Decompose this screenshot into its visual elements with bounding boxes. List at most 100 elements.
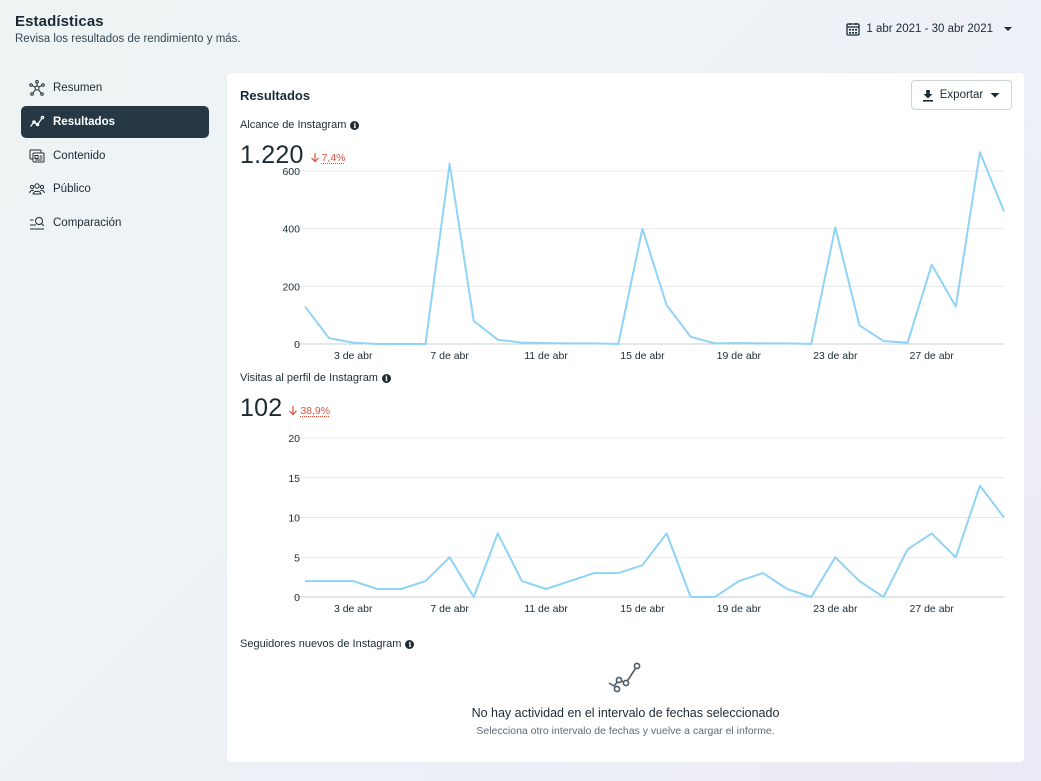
data-point[interactable] [564,575,576,587]
reach-label: Alcance de Instagram i [240,119,360,131]
card-title: Resultados [240,88,311,103]
x-tick-label: 15 de abr [620,350,665,362]
x-tick-label: 3 de abr [334,603,373,615]
data-point[interactable] [950,551,962,563]
sidebar-item-resultados[interactable]: Resultados [21,105,209,138]
data-point[interactable] [612,567,624,579]
sidebar-item-resumen[interactable]: Resumen [21,72,209,104]
data-point[interactable] [540,583,552,595]
x-tick-label: 27 de abr [910,350,955,362]
data-point[interactable] [468,591,480,603]
followers-empty-state: No hay actividad en el intervalo de fech… [227,661,1024,737]
sidebar-item-label: Contenido [53,149,106,162]
data-point[interactable] [323,575,335,587]
data-point[interactable] [902,543,914,555]
network-icon [29,80,45,96]
info-icon[interactable]: i [381,373,391,383]
sidebar-item-comparacion[interactable]: Comparación [21,207,209,239]
visits-value: 102 [240,394,283,422]
x-tick-label: 3 de abr [334,350,373,362]
page-header: Estadísticas Revisa los resultados de re… [15,13,241,45]
data-point[interactable] [516,575,528,587]
empty-chart-icon [608,662,640,693]
content-stack-icon [29,149,45,163]
caret-down-icon [1004,27,1012,31]
data-point[interactable] [974,480,986,492]
series-line[interactable] [305,484,1005,598]
data-point[interactable] [709,591,721,603]
visits-label: Visitas al perfil de Instagram i [240,372,391,384]
data-point[interactable] [781,583,793,595]
visits-change-value[interactable]: 38,9% [300,404,331,417]
info-icon[interactable]: i [350,120,360,130]
sidebar-item-label: Público [53,183,91,196]
sidebar-item-label: Resultados [53,115,115,128]
followers-label-text: Seguidores nuevos de Instagram [240,638,402,650]
arrow-down-icon [310,153,319,163]
y-tick-label: 600 [282,166,300,178]
followers-label: Seguidores nuevos de Instagram i [240,638,415,650]
y-tick-label: 10 [288,513,300,525]
data-point[interactable] [588,567,600,579]
data-point[interactable] [299,575,311,587]
people-icon [29,183,45,195]
x-tick-label: 7 de abr [430,603,469,615]
x-tick-label: 7 de abr [430,350,469,362]
data-point[interactable] [371,583,383,595]
export-button[interactable]: Exportar [911,80,1012,110]
data-point[interactable] [420,575,432,587]
x-tick-label: 11 de abr [524,603,568,615]
sidebar-nav: Resumen Resultados Contenido Públic [21,72,209,241]
sidebar-item-publico[interactable]: Público [21,173,209,205]
y-tick-label: 0 [294,592,300,604]
y-tick-label: 0 [294,339,300,351]
export-label: Exportar [939,89,984,101]
x-tick-label: 23 de abr [813,603,858,615]
data-point[interactable] [685,591,697,603]
empty-state-subtitle: Selecciona otro intervalo de fechas y vu… [476,725,775,737]
data-point[interactable] [757,567,769,579]
data-point[interactable] [853,575,865,587]
info-icon[interactable]: i [405,639,415,649]
page-title: Estadísticas [15,13,104,30]
visits-label-text: Visitas al perfil de Instagram [240,372,378,384]
data-point[interactable] [733,575,745,587]
date-range-picker[interactable]: 1 abr 2021 - 30 abr 2021 [846,20,1017,38]
data-point[interactable] [805,591,817,603]
x-tick-label: 15 de abr [620,603,665,615]
series-line[interactable] [304,151,1005,345]
data-point[interactable] [444,551,456,563]
compare-search-icon [30,217,45,230]
reach-value: 1.220 [240,141,304,169]
data-point[interactable] [998,512,1010,524]
visits-metric: 102 38,9% [240,394,330,423]
calendar-icon [846,23,861,36]
data-point[interactable] [347,575,359,587]
data-point[interactable] [829,551,841,563]
visits-change: 38,9% [288,405,330,417]
reach-label-text: Alcance de Instagram [240,119,347,131]
data-point[interactable] [395,583,407,595]
reach-change: 7,4% [310,152,346,164]
download-icon [922,89,933,102]
results-card: Resultados Exportar Alcance de Instagram… [227,73,1024,762]
data-point[interactable] [926,527,938,539]
x-tick-label: 27 de abr [910,603,955,615]
y-tick-label: 200 [282,281,300,293]
data-point[interactable] [492,527,504,539]
data-point[interactable] [877,591,889,603]
trend-line-icon [30,115,45,127]
y-tick-label: 20 [288,433,300,445]
caret-down-icon [990,93,1000,98]
reach-change-value[interactable]: 7,4% [321,151,346,164]
x-tick-label: 11 de abr [524,350,568,362]
x-tick-label: 19 de abr [717,350,762,362]
sidebar-item-contenido[interactable]: Contenido [21,140,209,172]
data-point[interactable] [636,559,648,571]
reach-chart: 0 200 400 600 3 de abr 7 de abr 11 de abr 15 de… [282,151,1005,362]
y-tick-label: 5 [294,552,300,564]
data-point[interactable] [661,527,673,539]
y-tick-label: 400 [282,224,300,236]
sidebar-item-label: Resumen [53,82,103,94]
visits-chart: 0 5 10 15 20 3 de abr 7 de abr 11 de abr 15 de a… [288,433,1010,615]
